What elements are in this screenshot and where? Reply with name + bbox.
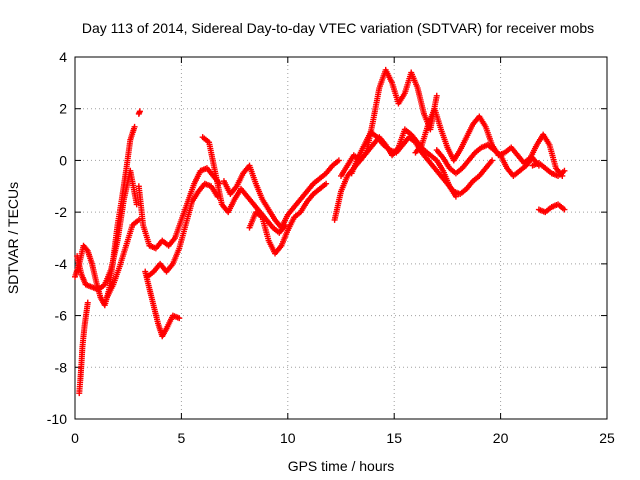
series-arc-17 xyxy=(529,160,568,179)
series-arc-3 xyxy=(76,299,91,397)
y-tick-label: -4 xyxy=(55,256,68,272)
series-arc-6 xyxy=(142,268,183,340)
chart-title: Day 113 of 2014, Sidereal Day-to-day VTE… xyxy=(82,20,594,36)
data-point xyxy=(561,206,568,213)
x-tick-label: 15 xyxy=(386,430,402,446)
data-point xyxy=(135,216,142,223)
series-arc-16 xyxy=(535,201,568,216)
series-arc-5 xyxy=(135,165,223,252)
series-arc-13 xyxy=(348,128,496,198)
x-tick-label: 20 xyxy=(493,430,509,446)
data-series xyxy=(72,66,568,397)
x-tick-label: 5 xyxy=(178,430,186,446)
interp-marker xyxy=(83,246,90,253)
x-tick-label: 10 xyxy=(280,430,296,446)
data-point xyxy=(323,180,330,187)
x-axis-label: GPS time / hours xyxy=(288,458,395,474)
series-arc-10 xyxy=(246,180,330,257)
data-point xyxy=(433,92,440,99)
y-tick-label: -8 xyxy=(55,359,68,375)
series-arc-8 xyxy=(199,134,289,236)
grid-lines xyxy=(75,57,607,419)
data-point xyxy=(84,299,91,306)
data-point xyxy=(561,167,568,174)
plot-frame xyxy=(74,56,608,420)
y-tick-label: 4 xyxy=(59,49,67,65)
y-tick-label: -2 xyxy=(55,204,68,220)
axis-ticks: 0 5 10 15 20 25 -10 -8 -6 -4 -2 0 2 4 xyxy=(47,49,615,446)
series-arc-15 xyxy=(433,141,542,179)
data-point xyxy=(131,123,138,130)
series-arc-7 xyxy=(144,180,221,280)
series-arc-2 xyxy=(74,167,140,293)
series-arc-4 xyxy=(103,216,142,301)
series-arc-9 xyxy=(220,157,342,231)
data-point xyxy=(133,201,140,208)
data-point xyxy=(176,315,183,322)
y-tick-label: -10 xyxy=(47,411,67,427)
y-tick-label: -6 xyxy=(55,308,68,324)
y-tick-label: 2 xyxy=(59,101,67,117)
y-axis-label: SDTVAR / TECUs xyxy=(5,182,21,294)
data-point xyxy=(335,157,342,164)
series-arc-18 xyxy=(135,108,143,117)
y-tick-label: 0 xyxy=(59,152,67,168)
x-tick-label: 0 xyxy=(71,430,79,446)
data-point xyxy=(136,108,143,115)
data-point xyxy=(489,157,496,164)
x-tick-label: 25 xyxy=(599,430,615,446)
